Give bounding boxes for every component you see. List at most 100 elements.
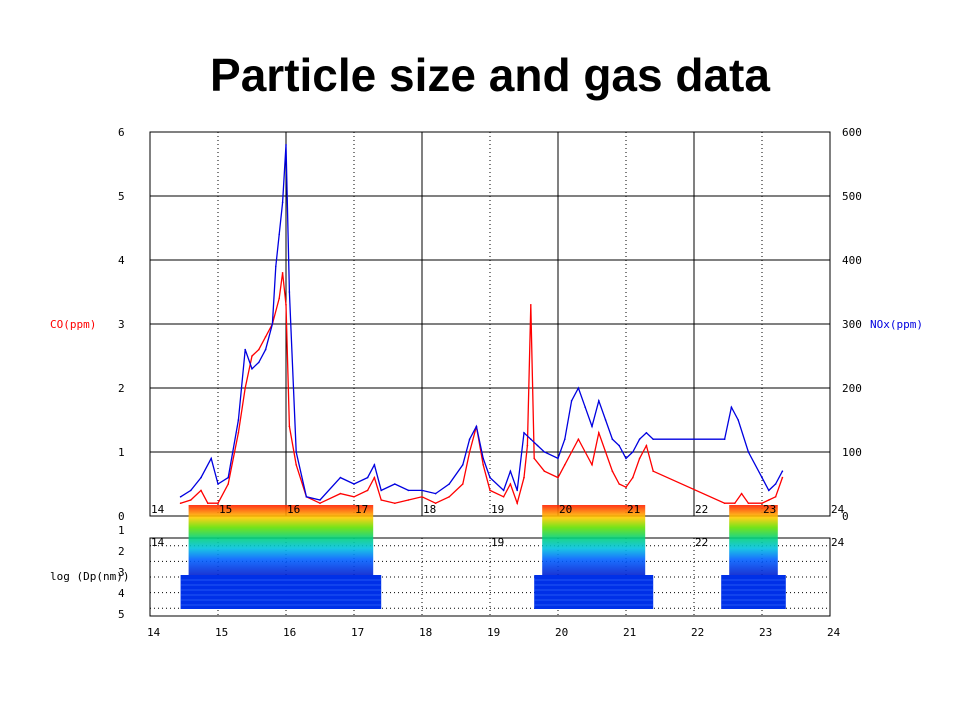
data-point-co [264, 336, 267, 338]
data-point-nox [781, 470, 784, 473]
data-point-co [723, 502, 726, 505]
data-point-co [557, 476, 559, 479]
data-point-nox [227, 476, 229, 479]
gas-series [179, 144, 784, 506]
data-point-nox [380, 489, 383, 492]
psd-block-lower [721, 575, 786, 609]
data-point-co [533, 457, 535, 460]
y-left-tick-label: 5 [118, 190, 125, 203]
data-point-co [319, 502, 321, 505]
data-point-co [638, 457, 641, 460]
x-tick-label-bottom: 19 [487, 626, 500, 639]
x-tick-label-upper: 22 [695, 503, 708, 516]
y-right-tick-label: 0 [842, 510, 849, 523]
data-point-nox [271, 323, 274, 325]
data-point-nox [625, 457, 627, 460]
y-right-axis-label: NOx(ppm) [870, 318, 923, 331]
data-point-co [482, 464, 485, 466]
data-point-nox [407, 489, 410, 492]
data-point-co [278, 297, 281, 300]
data-point-nox [570, 400, 573, 402]
x-tick-label-bottom: 17 [351, 626, 364, 639]
x-tick-label-upper: 18 [423, 503, 436, 516]
data-point-nox [373, 464, 376, 466]
x-tick-label-bottom: 16 [283, 626, 296, 639]
y-right-tick-label: 200 [842, 382, 862, 395]
data-point-nox [747, 451, 750, 453]
data-point-co [625, 486, 627, 489]
x-tick-label-bottom: 22 [691, 626, 704, 639]
data-point-co [251, 355, 253, 357]
data-point-nox [611, 438, 614, 441]
data-point-nox [190, 489, 192, 492]
x-tick-label-upper: 15 [219, 503, 232, 516]
x-tick-label-bottom: 24 [827, 626, 841, 639]
data-point-co [584, 451, 586, 453]
data-point-nox [502, 489, 505, 492]
x-tick-label-lower-top: 19 [491, 536, 504, 549]
data-point-co [207, 502, 209, 505]
data-point-nox [523, 432, 525, 434]
data-point-co [434, 502, 437, 505]
data-point-nox [543, 451, 546, 453]
data-point-nox [632, 451, 634, 453]
x-tick-label-bottom: 20 [555, 626, 568, 639]
data-point-nox [723, 438, 726, 441]
data-point-nox [366, 476, 369, 479]
y-left-tick-label: 0 [118, 510, 125, 523]
data-point-nox [281, 201, 284, 204]
data-point-co [604, 451, 607, 453]
data-point-nox [768, 489, 770, 492]
data-point-co [543, 470, 546, 473]
data-point-co [295, 464, 298, 466]
y-lower-tick-label: 1 [118, 524, 125, 537]
data-point-nox [237, 419, 240, 421]
y-lower-tick-label: 5 [118, 608, 125, 621]
data-point-co [288, 425, 291, 428]
data-point-co [577, 438, 580, 441]
data-point-nox [319, 499, 321, 501]
x-tick-label-upper: 20 [559, 503, 572, 516]
x-tick-label-bottom: 18 [419, 626, 432, 639]
data-point-co [285, 304, 287, 306]
data-point-co [462, 483, 464, 485]
data-point-co [366, 489, 369, 492]
data-point-co [448, 496, 451, 498]
data-point-nox [275, 265, 277, 268]
data-point-nox [652, 438, 654, 441]
data-point-co [761, 502, 763, 505]
data-point-co [645, 444, 648, 447]
y-lower-tick-label: 4 [118, 587, 125, 600]
y-left-tick-label: 1 [118, 446, 125, 459]
data-point-nox [564, 438, 566, 441]
data-point-co [570, 451, 573, 453]
data-point-co [591, 464, 593, 466]
data-point-nox [737, 419, 739, 421]
y-right-tick-label: 600 [842, 126, 862, 139]
data-point-nox [288, 291, 291, 293]
data-point-co [523, 476, 525, 479]
data-point-nox [475, 425, 478, 428]
y-left-tick-label: 6 [118, 126, 125, 139]
data-point-co [632, 476, 634, 479]
data-point-nox [557, 457, 559, 460]
data-point-co [509, 483, 512, 485]
data-point-nox [774, 483, 777, 485]
data-point-nox [200, 476, 202, 479]
data-point-co [237, 432, 240, 434]
data-point-nox [394, 483, 396, 485]
y-right-tick-label: 400 [842, 254, 862, 267]
data-point-co [190, 499, 192, 501]
x-tick-label-upper: 23 [763, 503, 776, 516]
x-tick-label-upper: 19 [491, 503, 504, 516]
y-left-tick-label: 3 [118, 318, 125, 331]
data-point-nox [468, 438, 471, 441]
data-point-co [421, 496, 423, 498]
y-lower-tick-label: 3 [118, 566, 125, 579]
x-tick-label-upper: 21 [627, 503, 640, 516]
particle-size-heatmap [180, 505, 786, 609]
data-point-co [244, 387, 246, 389]
psd-block-upper [729, 505, 778, 575]
y-right-tick-label: 300 [842, 318, 862, 331]
data-point-co [526, 444, 529, 447]
